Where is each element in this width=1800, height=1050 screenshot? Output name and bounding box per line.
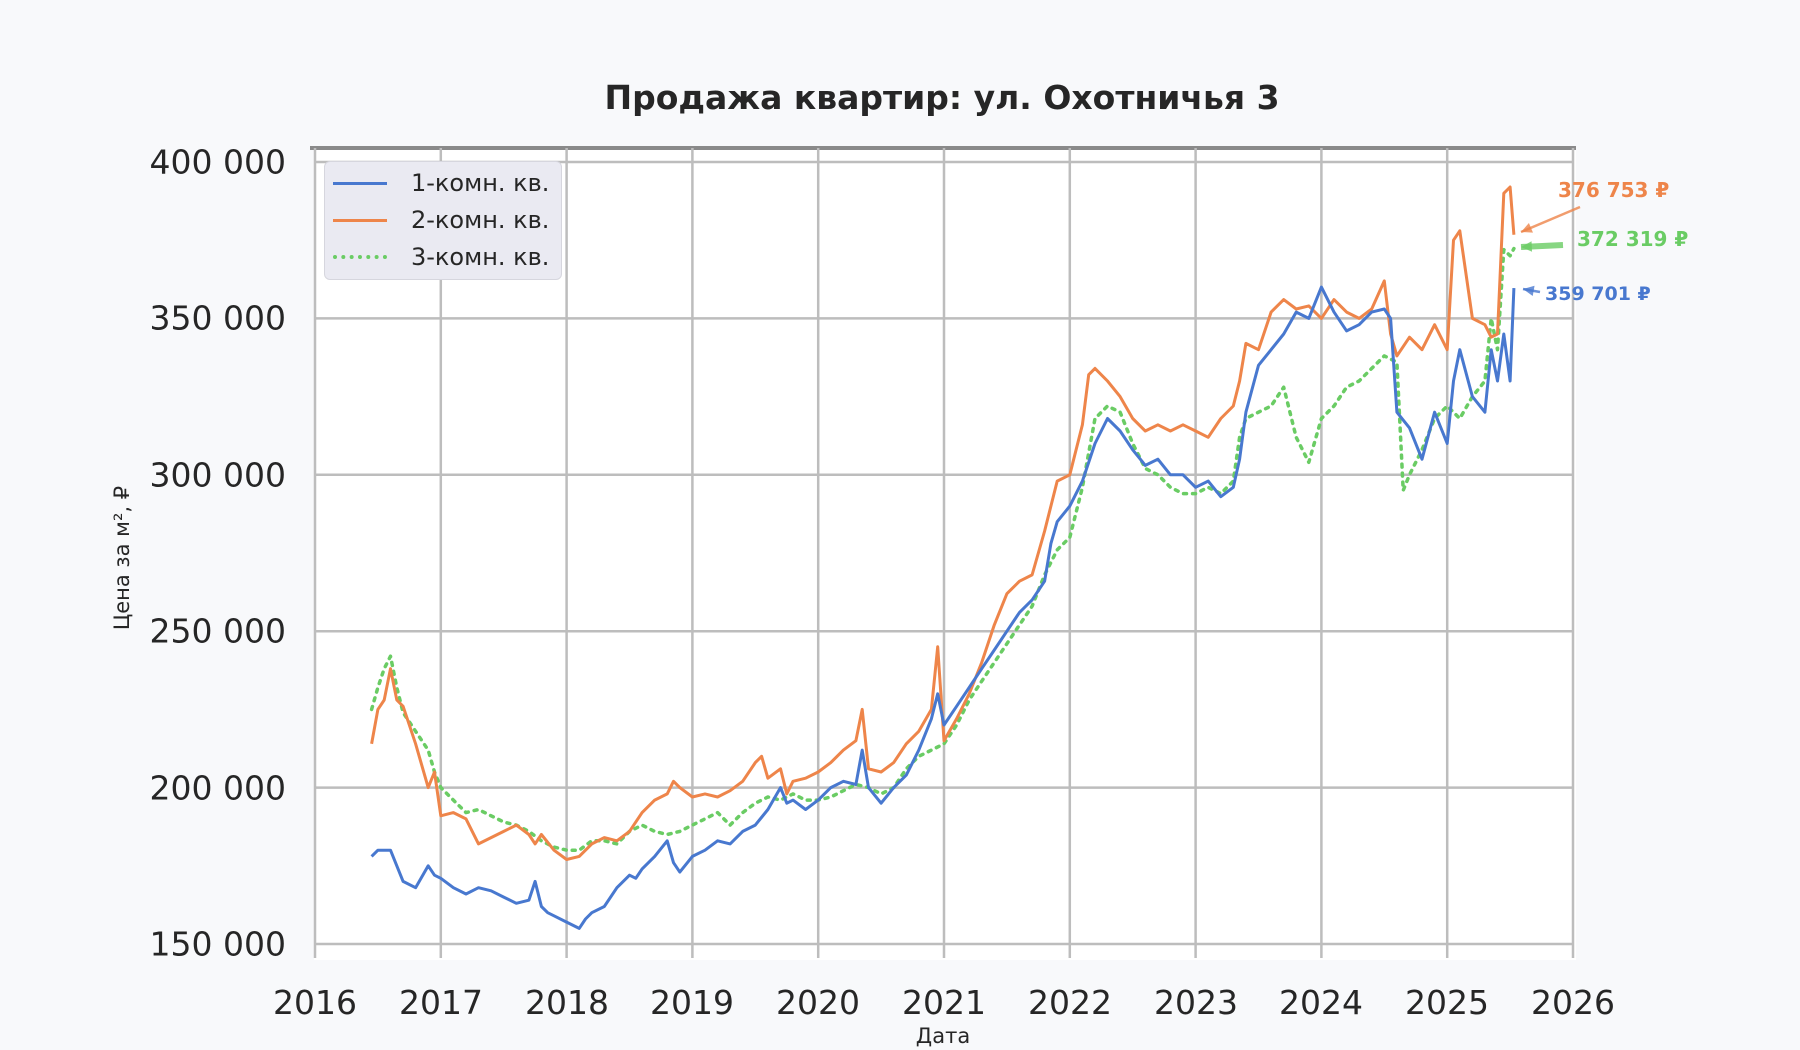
y-tick: 150 000 <box>149 924 286 964</box>
y-axis-label: Цена за м², ₽ <box>110 485 134 631</box>
x-tick: 2019 <box>650 983 734 1022</box>
annotation-arrows <box>1520 205 1581 297</box>
y-tick: 200 000 <box>149 768 286 808</box>
y-tick: 400 000 <box>149 142 286 182</box>
x-tick: 2020 <box>776 983 860 1022</box>
legend-item-3room: 3-комн. кв. <box>325 240 549 274</box>
legend-item-1room: 1-комн. кв. <box>325 166 549 200</box>
y-tick: 250 000 <box>149 611 286 651</box>
legend-swatch-green-dotted <box>333 255 387 259</box>
annotation-1room-last: 359 701 ₽ <box>1545 283 1651 305</box>
x-tick: 2026 <box>1531 983 1615 1022</box>
series-lines <box>369 185 1516 930</box>
annotation-2room-last: 376 753 ₽ <box>1558 178 1670 202</box>
legend-label: 2-комн. кв. <box>411 206 550 234</box>
y-tick: 350 000 <box>149 298 286 338</box>
x-axis-label: Дата <box>915 1024 971 1048</box>
y-tick: 300 000 <box>149 455 286 495</box>
x-tick: 2025 <box>1405 983 1489 1022</box>
x-tick: 2017 <box>399 983 483 1022</box>
x-tick: 2021 <box>902 983 986 1022</box>
annotation-3room-last: 372 319 ₽ <box>1577 227 1689 251</box>
legend-label: 1-комн. кв. <box>411 169 550 197</box>
legend-item-2room: 2-комн. кв. <box>325 203 549 237</box>
legend-label: 3-комн. кв. <box>411 243 550 271</box>
x-tick: 2024 <box>1279 983 1363 1022</box>
legend: 1-комн. кв. 2-комн. кв. 3-комн. кв. <box>324 161 562 280</box>
x-tick: 2023 <box>1154 983 1238 1022</box>
x-tick: 2022 <box>1028 983 1112 1022</box>
legend-swatch-blue <box>333 181 387 185</box>
x-tick: 2016 <box>273 983 357 1022</box>
x-tick: 2018 <box>525 983 609 1022</box>
legend-swatch-orange <box>333 218 387 222</box>
chart-title: Продажа квартир: ул. Охотничья 3 <box>604 78 1280 117</box>
grid-lines <box>313 148 1575 958</box>
